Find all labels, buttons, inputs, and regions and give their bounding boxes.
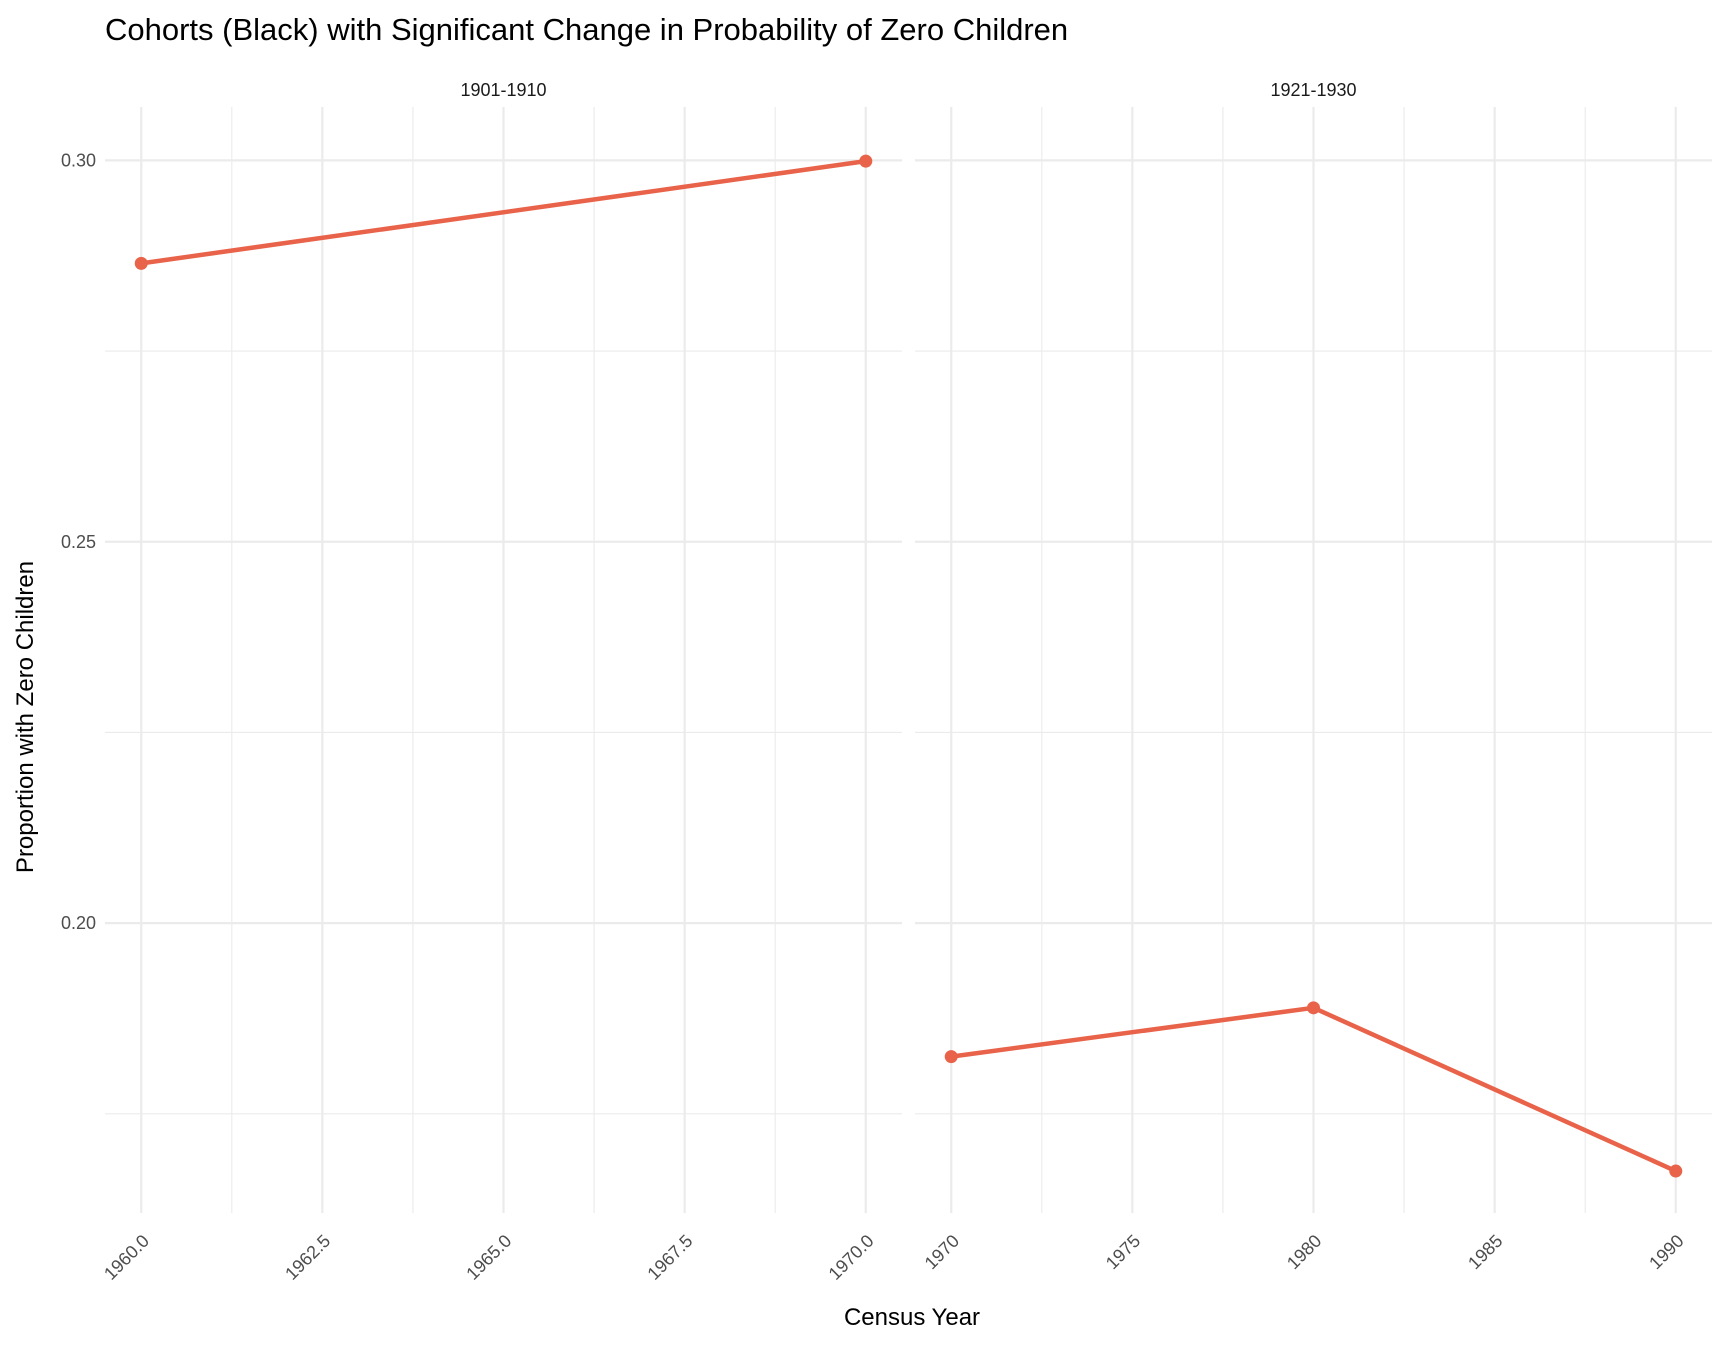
x-tick-label: 1965.0: [462, 1231, 515, 1284]
series-line: [138, 158, 869, 266]
y-axis-title: Proportion with Zero Children: [12, 561, 39, 873]
data-point: [944, 1050, 958, 1064]
y-tick-label: 0.20: [61, 913, 96, 933]
x-tick-label: 1970.0: [825, 1231, 878, 1284]
facet-strip-label: 1921-1930: [1270, 80, 1356, 100]
facet-panel-1: 1901-1910 1960.0 1962.5 1965.0 1967.5 1970.0 0…: [61, 80, 902, 1284]
x-tick-label: 1975: [1102, 1231, 1144, 1273]
facet-panel-2: 1921-1930 1970 1975 1980 1985 1990: [915, 80, 1712, 1273]
x-tick-label: 1960.0: [100, 1231, 153, 1284]
x-tick-label: 1985: [1464, 1231, 1506, 1273]
x-tick-label: 1980: [1283, 1231, 1325, 1273]
facet-panels: 1901-1910 1960.0 1962.5 1965.0 1967.5 1970.0 0…: [61, 80, 1712, 1284]
x-tick-label: 1967.5: [643, 1231, 696, 1284]
x-tick-label: 1990: [1645, 1231, 1687, 1273]
y-tick-label: 0.25: [61, 532, 96, 552]
data-point: [859, 154, 873, 168]
data-point: [1669, 1164, 1683, 1178]
data-point: [1307, 1001, 1320, 1015]
facet-strip-label: 1901-1910: [460, 80, 546, 100]
data-point: [134, 256, 148, 270]
chart-title: Cohorts (Black) with Significant Change …: [105, 12, 1068, 47]
x-axis-title: Census Year: [844, 1304, 980, 1331]
x-tick-label: 1970: [921, 1231, 963, 1273]
y-tick-label: 0.30: [61, 150, 96, 170]
x-tick-label: 1962.5: [281, 1231, 334, 1284]
